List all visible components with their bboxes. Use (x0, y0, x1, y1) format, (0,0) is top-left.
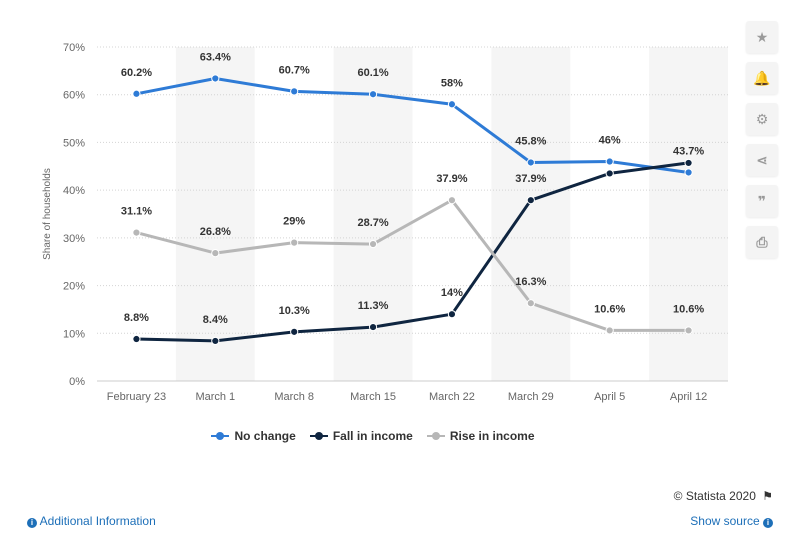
data-point (211, 249, 220, 258)
x-tick-label: March 15 (350, 391, 396, 403)
data-label: 8.4% (203, 314, 228, 326)
data-point (290, 238, 299, 247)
data-label: 28.7% (357, 217, 388, 229)
data-label: 46% (599, 135, 621, 147)
x-tick-label: February 23 (107, 391, 166, 403)
bell-icon[interactable]: 🔔 (746, 62, 778, 94)
data-point (526, 196, 535, 205)
data-label: 10.3% (279, 305, 310, 317)
data-label: 11.3% (358, 300, 389, 312)
data-label: 60.7% (279, 64, 310, 76)
gear-icon[interactable]: ⚙ (746, 103, 778, 135)
data-label: 63.4% (200, 51, 231, 63)
data-point (290, 327, 299, 336)
y-tick-label: 60% (63, 90, 85, 102)
data-point (447, 196, 457, 205)
additional-information-label: Additional Information (39, 514, 156, 528)
data-point (290, 87, 299, 96)
data-label: 37.9% (436, 173, 467, 185)
y-tick-label: 70% (63, 42, 85, 54)
series-line (134, 77, 691, 174)
data-point (368, 322, 378, 332)
data-label: 37.9% (515, 173, 546, 185)
data-point (368, 239, 378, 249)
legend-item-fall-in-income[interactable]: Fall in income (309, 429, 413, 443)
y-axis-label: Share of households (42, 168, 53, 260)
y-tick-label: 0% (69, 376, 85, 388)
data-label: 8.8% (124, 312, 149, 324)
line-chart: 0% 10% 20% 30% 40% 50% 60% 70% February 23 March… (42, 42, 728, 403)
legend-marker-icon (426, 431, 445, 441)
data-label: 10.6% (594, 303, 625, 315)
legend-marker-icon (211, 431, 230, 441)
series-line (134, 198, 691, 332)
x-tick-label: March 22 (429, 391, 475, 403)
data-point (684, 158, 693, 168)
additional-information-link[interactable]: i Additional Information (27, 514, 156, 528)
chart-toolbar: ★ 🔔 ⚙ ⋖ ❞ ⎙ (746, 21, 778, 258)
data-point (605, 169, 614, 178)
data-label: 45.8% (515, 135, 546, 147)
legend-item-rise-in-income[interactable]: Rise in income (426, 429, 535, 443)
credit-text: © Statista 2020 (673, 489, 756, 503)
share-icon[interactable]: ⋖ (746, 144, 778, 176)
series-line (134, 161, 691, 343)
data-label: 26.8% (200, 226, 231, 238)
x-tick-label: March 29 (508, 391, 554, 403)
data-label: 58% (441, 77, 463, 89)
x-tick-label: March 1 (195, 391, 235, 403)
data-point (211, 336, 220, 346)
data-point (447, 100, 457, 109)
y-tick-label: 50% (63, 137, 85, 149)
legend-item-no-change[interactable]: No change (211, 429, 296, 443)
legend-marker-icon (309, 431, 328, 441)
y-tick-label: 10% (63, 328, 85, 340)
show-source-link[interactable]: Show source i (690, 514, 773, 528)
x-tick-label: April 5 (594, 391, 625, 403)
legend-label: Rise in income (449, 429, 535, 443)
data-point (368, 90, 378, 99)
show-source-label: Show source (690, 514, 760, 528)
data-label: 14% (441, 287, 463, 299)
x-tick-label: March 8 (274, 391, 314, 403)
legend-label: No change (234, 429, 296, 443)
legend-label: Fall in income (332, 429, 413, 443)
data-point (132, 89, 141, 98)
flag-icon[interactable]: ⚑ (762, 489, 773, 503)
data-point (684, 168, 693, 177)
data-point (447, 310, 457, 319)
data-label: 16.3% (515, 276, 546, 288)
chart-legend: No change Fall in income Rise in income (0, 429, 746, 443)
data-label: 43.7% (673, 145, 704, 157)
statista-credit: © Statista 2020 ⚑ (674, 489, 773, 503)
column-band (175, 47, 255, 381)
print-icon[interactable]: ⎙ (746, 226, 778, 258)
data-point (526, 158, 535, 167)
data-label: 31.1% (121, 206, 152, 218)
y-tick-label: 30% (63, 233, 85, 245)
data-point (132, 334, 141, 344)
data-point (605, 326, 614, 335)
y-tick-label: 20% (63, 281, 85, 293)
column-band (649, 47, 728, 381)
data-label: 60.2% (121, 67, 152, 79)
data-label: 60.1% (357, 67, 388, 79)
y-tick-label: 40% (63, 185, 85, 197)
x-tick-label: April 12 (670, 391, 707, 403)
info-icon: i (763, 518, 773, 528)
data-point (684, 326, 693, 335)
quote-icon[interactable]: ❞ (746, 185, 778, 217)
data-label: 10.6% (673, 303, 704, 315)
info-icon: i (27, 518, 37, 528)
data-point (526, 299, 535, 308)
column-band (491, 47, 571, 381)
data-point (211, 74, 220, 83)
star-icon[interactable]: ★ (746, 21, 778, 53)
data-label: 29% (283, 216, 305, 228)
data-point (132, 228, 141, 237)
data-point (605, 157, 614, 166)
